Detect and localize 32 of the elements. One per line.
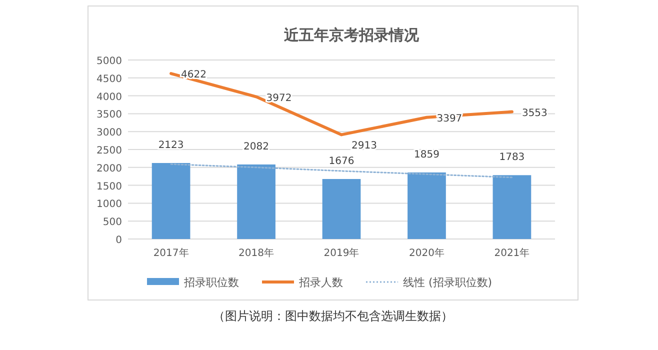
data-label: 2082 [244, 141, 269, 152]
x-tick-label: 2018年 [238, 247, 274, 259]
y-tick-label: 4500 [96, 74, 122, 85]
chart-title: 近五年京考招录情况 [283, 26, 420, 44]
legend-label: 线性 (招录职位数) [403, 276, 492, 289]
y-tick-label: 3500 [96, 110, 122, 121]
x-tick-label: 2019年 [324, 247, 360, 259]
x-tick-label: 2021年 [494, 247, 530, 259]
data-label: 1859 [414, 149, 440, 160]
line-series [170, 163, 513, 178]
data-label: 2123 [158, 140, 184, 151]
data-label: 3972 [266, 92, 292, 104]
text: （图片说明：图中数据均不包含选调生数据） [213, 309, 453, 323]
data-label: 4622 [181, 70, 206, 81]
y-tick-label: 1500 [96, 181, 122, 192]
y-tick-label: 500 [102, 217, 122, 228]
x-tick-label: 2017年 [153, 247, 189, 259]
data-label: 1676 [328, 156, 354, 167]
data-label: 2913 [352, 140, 377, 152]
legend-label: 招录人数 [298, 276, 343, 289]
y-tick-label: 0 [116, 235, 122, 246]
legend-label: 招录职位数 [183, 276, 239, 289]
y-tick-label: 4000 [96, 92, 122, 103]
y-tick-label: 2500 [96, 146, 122, 156]
y-tick-label: 1000 [96, 199, 122, 210]
y-tick-label: 3000 [96, 128, 122, 139]
y-tick-label: 5000 [96, 56, 122, 67]
line-series [170, 72, 514, 136]
data-label: 1783 [499, 152, 525, 164]
y-tick-label: 2000 [96, 163, 122, 174]
x-tick-label: 2020年 [409, 247, 444, 259]
data-label: 3553 [522, 108, 548, 119]
